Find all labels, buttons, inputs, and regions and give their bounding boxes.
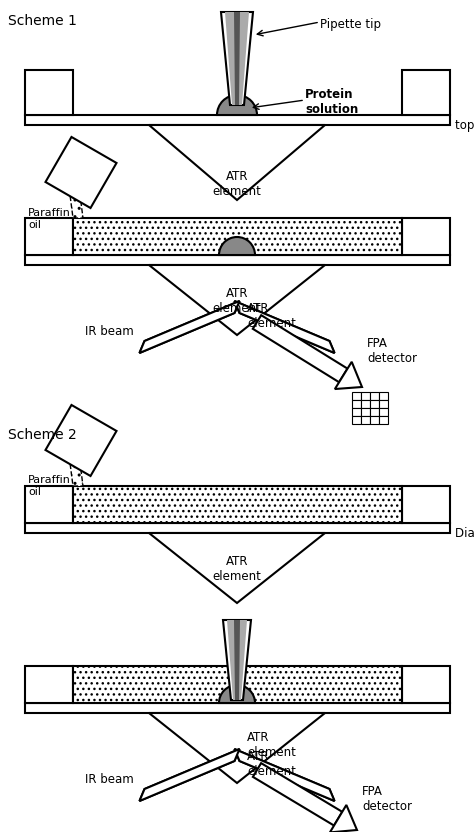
Bar <box>402 70 450 115</box>
Bar <box>379 392 388 400</box>
Bar <box>379 416 388 424</box>
Polygon shape <box>221 12 253 105</box>
Text: Protein
solution: Protein solution <box>305 88 358 116</box>
Polygon shape <box>235 301 335 353</box>
Polygon shape <box>235 749 335 801</box>
Text: Paraffin
oil: Paraffin oil <box>28 208 71 230</box>
Polygon shape <box>139 301 239 353</box>
Bar <box>370 408 379 416</box>
Bar <box>352 400 361 408</box>
Bar <box>352 408 361 416</box>
Bar <box>370 392 379 400</box>
Polygon shape <box>227 620 247 700</box>
Bar <box>361 416 370 424</box>
Polygon shape <box>139 749 239 801</box>
Polygon shape <box>149 265 325 335</box>
Bar <box>25 486 73 523</box>
Text: Paraffin
oil: Paraffin oil <box>28 475 71 497</box>
Polygon shape <box>253 315 347 382</box>
Polygon shape <box>149 125 325 200</box>
Text: Diamond top plate: Diamond top plate <box>455 527 474 540</box>
Wedge shape <box>219 685 255 703</box>
Text: ATR
element: ATR element <box>212 287 262 315</box>
Bar <box>379 400 388 408</box>
Polygon shape <box>223 620 251 700</box>
Text: Scheme 2: Scheme 2 <box>8 428 77 442</box>
Text: Scheme 1: Scheme 1 <box>8 14 77 28</box>
Polygon shape <box>70 463 83 486</box>
Bar <box>25 703 450 713</box>
Bar <box>361 400 370 408</box>
Bar <box>25 70 73 115</box>
Bar <box>370 416 379 424</box>
Polygon shape <box>139 749 239 801</box>
Bar <box>402 486 450 523</box>
Polygon shape <box>225 12 249 105</box>
Bar <box>25 115 450 125</box>
Text: FPA
detector: FPA detector <box>367 337 417 365</box>
Wedge shape <box>219 237 255 255</box>
Bar <box>73 486 402 523</box>
Text: Pipette tip: Pipette tip <box>320 18 381 31</box>
Polygon shape <box>139 301 239 353</box>
Bar <box>370 400 379 408</box>
Polygon shape <box>149 533 325 603</box>
Bar <box>352 416 361 424</box>
Polygon shape <box>330 805 357 832</box>
Text: ATR
element: ATR element <box>247 750 296 778</box>
Bar <box>25 255 450 265</box>
Text: ATR
element: ATR element <box>247 302 296 330</box>
Polygon shape <box>149 713 325 783</box>
Bar <box>379 408 388 416</box>
Polygon shape <box>253 763 342 825</box>
Bar <box>402 218 450 255</box>
Text: ATR
element: ATR element <box>247 731 296 759</box>
Bar <box>402 666 450 703</box>
Polygon shape <box>46 405 117 476</box>
Polygon shape <box>235 301 335 353</box>
Bar <box>73 218 402 255</box>
Bar <box>25 218 73 255</box>
Polygon shape <box>234 620 240 700</box>
Polygon shape <box>234 12 240 105</box>
Bar <box>73 666 402 703</box>
Text: ATR
element: ATR element <box>212 555 262 583</box>
Polygon shape <box>335 362 362 389</box>
Bar <box>361 392 370 400</box>
Polygon shape <box>70 195 83 218</box>
Bar <box>25 523 450 533</box>
Polygon shape <box>235 749 335 801</box>
Text: ATR
element: ATR element <box>212 170 262 198</box>
Text: IR beam: IR beam <box>85 325 134 338</box>
Polygon shape <box>46 137 117 208</box>
Wedge shape <box>217 95 257 115</box>
Bar <box>352 392 361 400</box>
Text: top plate: top plate <box>455 119 474 132</box>
Bar <box>25 666 73 703</box>
Text: FPA
detector: FPA detector <box>362 785 412 813</box>
Text: IR beam: IR beam <box>85 773 134 786</box>
Bar <box>361 408 370 416</box>
